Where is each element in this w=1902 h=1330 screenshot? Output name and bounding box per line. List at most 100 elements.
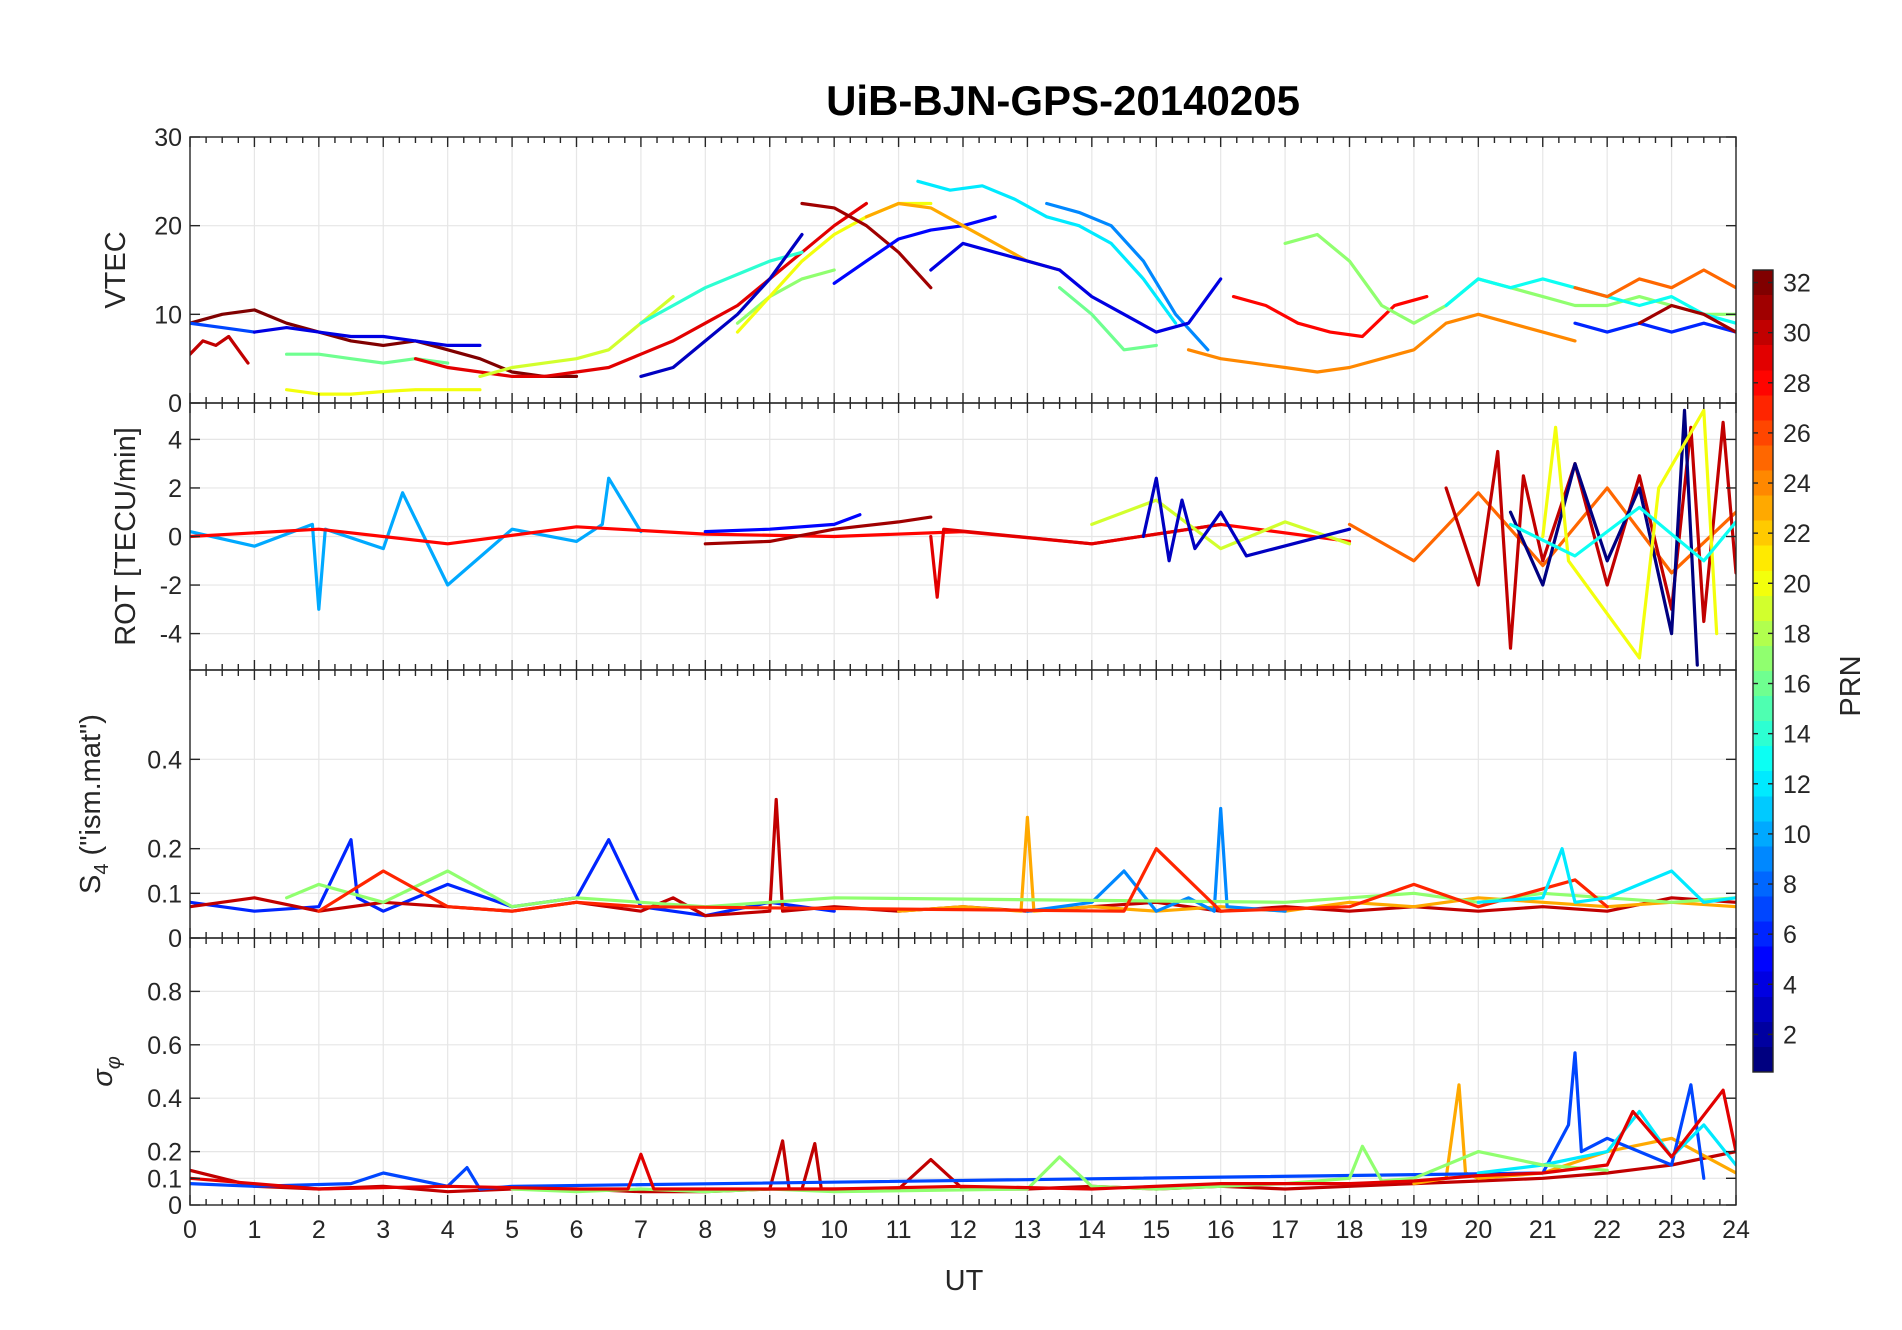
colorbar-label: PRN [1835, 655, 1867, 716]
trace-prn-6 [190, 838, 836, 918]
trace-prn-20 [1541, 408, 1719, 660]
x-tick-label: 23 [1658, 1216, 1686, 1244]
y-tick-label: 0 [168, 390, 182, 418]
panel-s4: 0 0.1 0.2 0.4 S4 ("ism.mat") [75, 669, 1737, 953]
trace-prn-30 [1444, 420, 1736, 650]
x-tick-label: 9 [763, 1216, 777, 1244]
x-tick-label: 24 [1722, 1216, 1750, 1244]
trace-prn-17 [510, 1144, 1609, 1194]
x-tick-label: 15 [1142, 1216, 1170, 1244]
colorbar-tick-label: 24 [1783, 470, 1811, 498]
y-label-rest: ("ism.mat") [75, 714, 107, 863]
trace-prn-7 [190, 321, 256, 334]
colorbar-tick-label: 28 [1783, 370, 1811, 398]
colorbar-tick-label: 32 [1783, 270, 1811, 298]
trace-prn-5 [832, 215, 997, 285]
trace-prn-32 [190, 308, 579, 378]
trace-prn-3 [639, 232, 804, 378]
y-label-subscript: 4 [91, 864, 113, 875]
x-tick-label: 13 [1014, 1216, 1042, 1244]
trace-prn-12 [1476, 847, 1736, 904]
panel-rot: -4 -2 0 2 4 ROT [TECU/min] [110, 402, 1737, 671]
y-tick-label: 30 [154, 124, 182, 152]
x-tick-label: 14 [1078, 1216, 1106, 1244]
trace-prn-17 [1283, 232, 1736, 325]
trace-prn-9 [1025, 806, 1287, 913]
y-tick-label: 0.6 [147, 1032, 182, 1060]
colorbar-tick-label: 4 [1783, 971, 1797, 999]
colorbar-tick-label: 22 [1783, 520, 1811, 548]
trace-prn-30 [190, 334, 250, 365]
colorbar-tick-label: 18 [1783, 620, 1811, 648]
trace-prn-24 [1186, 312, 1577, 374]
trace-prn-31 [800, 201, 933, 290]
colorbar-tick-label: 6 [1783, 921, 1797, 949]
trace-prn-29 [190, 1088, 1736, 1191]
y-tick-label: 4 [168, 426, 182, 454]
y-tick-label: 0 [168, 524, 182, 552]
y-tick-label: 0.8 [147, 978, 182, 1006]
traces [190, 179, 1736, 396]
trace-prn-4 [929, 241, 1223, 334]
x-tick-label: 21 [1529, 1216, 1557, 1244]
colorbar-tick-label: 16 [1783, 671, 1811, 699]
x-tick-label: 19 [1400, 1216, 1428, 1244]
trace-prn-5 [703, 513, 862, 534]
y-tick-label: -4 [160, 621, 182, 649]
trace-prn-31 [1637, 303, 1736, 334]
x-tick-label: 0 [183, 1216, 197, 1244]
y-axis-label-vtec: VTEC [100, 231, 132, 308]
x-tick-label: 2 [312, 1216, 326, 1244]
x-tick-label: 5 [505, 1216, 519, 1244]
x-tick-label: 11 [886, 1216, 912, 1244]
trace-prn-16 [1058, 286, 1158, 352]
colorbar-tick-label: 10 [1783, 821, 1811, 849]
trace-prn-4 [252, 326, 482, 347]
trace-prn-13 [1508, 505, 1736, 563]
y-tick-label: 0 [168, 1192, 182, 1220]
colorbar-gradient [1753, 270, 1773, 1072]
trace-prn-25 [1573, 268, 1736, 299]
trace-prn-12 [916, 179, 1178, 325]
colorbar-tick-label: 14 [1783, 721, 1811, 749]
trace-prn-7 [190, 1051, 1706, 1191]
y-tick-label: 10 [154, 301, 182, 329]
trace-prn-28 [1231, 295, 1429, 339]
trace-prn-6 [1573, 321, 1736, 334]
x-tick-label: 17 [1271, 1216, 1299, 1244]
trace-prn-23 [1412, 1083, 1736, 1186]
trace-prn-14 [639, 250, 804, 325]
x-tick-label: 4 [441, 1216, 455, 1244]
chart-title: UiB-BJN-GPS-20140205 [826, 77, 1300, 124]
x-tick-label: 7 [634, 1216, 648, 1244]
trace-prn-31 [703, 515, 933, 546]
x-tick-label: 16 [1207, 1216, 1235, 1244]
trace-prn-25 [1347, 486, 1736, 575]
y-tick-label: 0.2 [147, 1139, 182, 1167]
y-tick-label: 0 [168, 925, 182, 953]
y-tick-label: 0.4 [147, 1085, 182, 1113]
x-axis-label: UT [945, 1265, 984, 1297]
x-tick-label: 1 [247, 1216, 261, 1244]
colorbar-tick-label: 2 [1783, 1021, 1797, 1049]
panel-vtec: 0 10 20 30 VTEC [100, 124, 1737, 418]
traces [190, 408, 1736, 667]
x-tick-label: 8 [698, 1216, 712, 1244]
x-tick-label: 20 [1464, 1216, 1492, 1244]
trace-prn-3 [1141, 476, 1352, 563]
trace-prn-19 [1090, 498, 1352, 551]
y-tick-label: 2 [168, 475, 182, 503]
y-label-subscript: φ [103, 1056, 125, 1069]
y-label-main: S [75, 875, 107, 894]
trace-prn-29 [929, 522, 1223, 599]
x-tick-label: 22 [1593, 1216, 1621, 1244]
colorbar-frame [1752, 269, 1774, 1073]
y-tick-label: 0.1 [147, 1165, 182, 1193]
colorbar-tick-label: 20 [1783, 570, 1811, 598]
colorbar-tick-label: 12 [1783, 771, 1811, 799]
y-label-main: σ [87, 1068, 119, 1087]
x-tick-label: 10 [820, 1216, 848, 1244]
